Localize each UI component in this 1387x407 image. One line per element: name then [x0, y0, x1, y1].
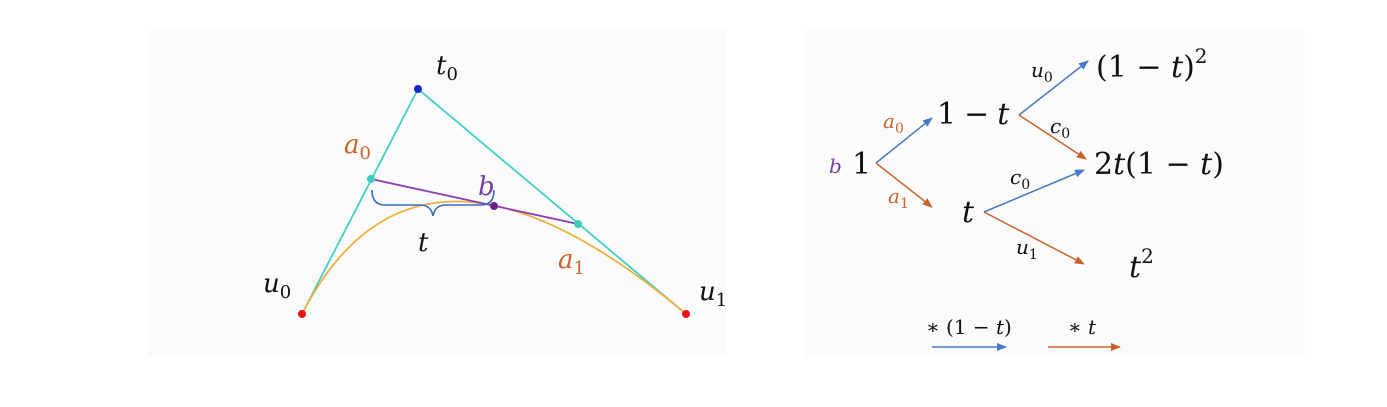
tree-root-1: 1 [852, 147, 871, 182]
arrow-to-leaf-top [1018, 60, 1089, 116]
node-1-minus-t: 1− t [937, 97, 1010, 132]
arrow-1-to-1-minus-t [875, 117, 933, 164]
arrow-to-leaf-mid-c0-bottom [983, 169, 1085, 213]
label-u1: u1 [699, 277, 727, 311]
arrow-1-to-t [875, 162, 933, 208]
edge-label-c0-top: c0 [1050, 114, 1070, 142]
label-a0: a0 [344, 130, 371, 164]
legend: ∗ (1 − t) ∗ t [926, 315, 1121, 351]
control-segment-left [301, 88, 419, 315]
control-point-t0 [414, 85, 422, 93]
bezier-curve [301, 200, 687, 315]
tree-label-b: b [829, 154, 842, 178]
arrow-to-leaf-bottom [983, 211, 1085, 265]
lerp-segment [370, 178, 579, 225]
bezier-figure: t0 a0 b t a1 u0 u1 [263, 51, 727, 318]
leaf-2t-one-minus-t: 2t(1 − t) [1094, 147, 1224, 182]
label-a1: a1 [558, 245, 585, 279]
coefficient-tree: b 1 a0 a1 1− t t u0 c0 c0 u1 (1 − t)2 2t(… [829, 44, 1224, 285]
edge-label-u0: u0 [1031, 58, 1053, 86]
edge-label-u1: u1 [1016, 235, 1038, 263]
label-t: t [418, 228, 429, 258]
edge-label-a1: a1 [888, 184, 909, 212]
midpoint-a0 [367, 175, 375, 183]
label-u0: u0 [263, 269, 291, 303]
endpoint-u0 [298, 310, 306, 318]
legend-blue-label: ∗ (1 − t) [926, 315, 1012, 339]
arrow-to-leaf-mid-c0-top [1018, 114, 1087, 160]
legend-orange-label: ∗ t [1068, 315, 1097, 339]
leaf-t-squared: t2 [1129, 244, 1154, 285]
right-panel [805, 30, 1305, 356]
node-t: t [962, 195, 975, 230]
leaf-one-minus-t-squared: (1 − t)2 [1096, 44, 1208, 85]
label-b: b [478, 172, 495, 202]
control-segment-right [417, 88, 687, 315]
label-t0: t0 [436, 51, 458, 85]
curve-point-b [490, 202, 498, 210]
midpoint-a1 [574, 220, 582, 228]
edge-label-c0-bottom: c0 [1010, 165, 1030, 193]
edge-label-a0: a0 [883, 109, 904, 137]
parameter-brace [371, 189, 495, 217]
endpoint-u1 [682, 310, 690, 318]
